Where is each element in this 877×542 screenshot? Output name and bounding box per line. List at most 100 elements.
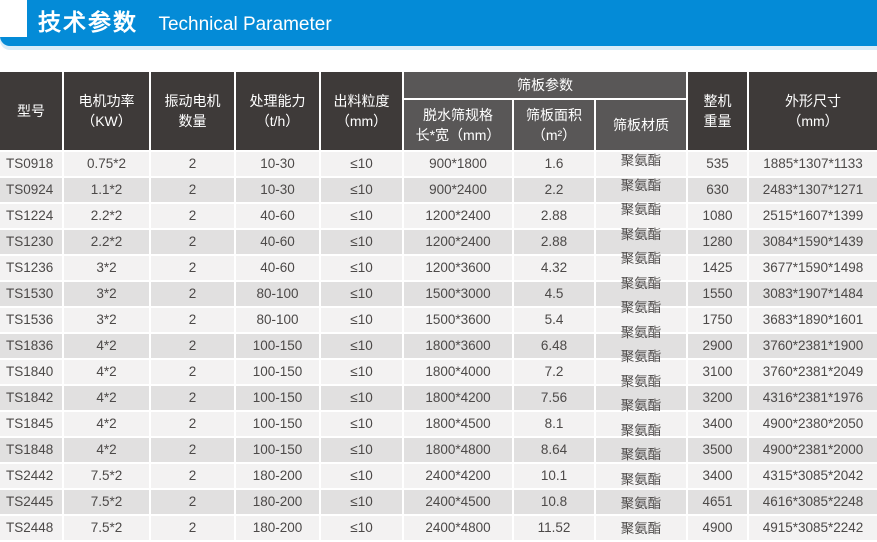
col-header-capacity: 处理能力 （t/h） bbox=[234, 72, 319, 150]
cell-weight: 4651 bbox=[686, 488, 748, 514]
cell-material bbox=[594, 436, 687, 462]
cell-dims: 2483*1307*1271 bbox=[747, 176, 877, 202]
cell-power: 4*2 bbox=[62, 410, 149, 436]
cell-area: 8.64 bbox=[512, 436, 594, 462]
cell-spec: 1800*4500 bbox=[402, 410, 512, 436]
cell-model: TS1224 bbox=[0, 202, 62, 228]
cell-dims: 3760*2381*1900 bbox=[747, 332, 877, 358]
cell-size: ≤10 bbox=[319, 384, 402, 410]
cell-capacity: 100-150 bbox=[234, 436, 319, 462]
cell-model: TS0918 bbox=[0, 150, 62, 176]
cell-capacity: 80-100 bbox=[234, 280, 319, 306]
cell-model: TS1530 bbox=[0, 280, 62, 306]
cell-size: ≤10 bbox=[319, 280, 402, 306]
cell-power: 3*2 bbox=[62, 254, 149, 280]
cell-area: 10.1 bbox=[512, 462, 594, 488]
cell-capacity: 40-60 bbox=[234, 202, 319, 228]
cell-dims: 2515*1607*1399 bbox=[747, 202, 877, 228]
cell-dims: 3084*1590*1439 bbox=[747, 228, 877, 254]
cell-power: 7.5*2 bbox=[62, 514, 149, 540]
cell-area: 4.32 bbox=[512, 254, 594, 280]
col-header-model: 型号 bbox=[0, 72, 62, 150]
col-header-machine-weight: 整机 重量 bbox=[686, 72, 748, 150]
cell-qty: 2 bbox=[149, 202, 234, 228]
cell-material bbox=[594, 410, 687, 436]
col-header-screen-material: 筛板材质 bbox=[594, 100, 687, 150]
table-row: TS2445 7.5*2 2 180-200 ≤10 2400*4500 10.8 4651 4… bbox=[0, 488, 877, 514]
cell-power: 2.2*2 bbox=[62, 228, 149, 254]
cell-model: TS1230 bbox=[0, 228, 62, 254]
cell-model: TS1840 bbox=[0, 358, 62, 384]
cell-power: 7.5*2 bbox=[62, 462, 149, 488]
cell-material bbox=[594, 228, 687, 254]
cell-dims: 4915*3085*2242 bbox=[747, 514, 877, 540]
table-row: TS1848 4*2 2 100-150 ≤10 1800*4800 8.64 3500 490… bbox=[0, 436, 877, 462]
cell-area: 2.88 bbox=[512, 202, 594, 228]
cell-weight: 535 bbox=[686, 150, 748, 176]
cell-area: 8.1 bbox=[512, 410, 594, 436]
cell-size: ≤10 bbox=[319, 228, 402, 254]
cell-power: 4*2 bbox=[62, 358, 149, 384]
col-header-screen-spec: 脱水筛规格 长*宽（mm） bbox=[402, 100, 512, 150]
cell-weight: 630 bbox=[686, 176, 748, 202]
cell-model: TS2442 bbox=[0, 462, 62, 488]
cell-model: TS2445 bbox=[0, 488, 62, 514]
cell-dims: 1885*1307*1133 bbox=[747, 150, 877, 176]
cell-capacity: 100-150 bbox=[234, 332, 319, 358]
cell-weight: 1550 bbox=[686, 280, 748, 306]
cell-capacity: 100-150 bbox=[234, 358, 319, 384]
table-row: TS2448 7.5*2 2 180-200 ≤10 2400*4800 11.52 4900… bbox=[0, 514, 877, 540]
table-row: TS1840 4*2 2 100-150 ≤10 1800*4000 7.2 3100 3760… bbox=[0, 358, 877, 384]
cell-size: ≤10 bbox=[319, 202, 402, 228]
cell-capacity: 40-60 bbox=[234, 228, 319, 254]
cell-qty: 2 bbox=[149, 254, 234, 280]
cell-area: 10.8 bbox=[512, 488, 594, 514]
col-header-output-size: 出料粒度 （mm） bbox=[319, 72, 402, 150]
cell-dims: 3683*1890*1601 bbox=[747, 306, 877, 332]
cell-dims: 3677*1590*1498 bbox=[747, 254, 877, 280]
cell-dims: 4316*2381*1976 bbox=[747, 384, 877, 410]
cell-capacity: 80-100 bbox=[234, 306, 319, 332]
cell-spec: 1800*4200 bbox=[402, 384, 512, 410]
table-row: TS1845 4*2 2 100-150 ≤10 1800*4500 8.1 3400 4900… bbox=[0, 410, 877, 436]
cell-dims: 4315*3085*2042 bbox=[747, 462, 877, 488]
table-row: TS1842 4*2 2 100-150 ≤10 1800*4200 7.56 3200 431… bbox=[0, 384, 877, 410]
cell-weight: 2900 bbox=[686, 332, 748, 358]
cell-area: 11.52 bbox=[512, 514, 594, 540]
cell-material bbox=[594, 280, 687, 306]
cell-model: TS1536 bbox=[0, 306, 62, 332]
cell-area: 4.5 bbox=[512, 280, 594, 306]
table-row: TS0918 0.75*2 2 10-30 ≤10 900*1800 1.6 535 1885*… bbox=[0, 150, 877, 176]
cell-capacity: 180-200 bbox=[234, 514, 319, 540]
cell-capacity: 10-30 bbox=[234, 150, 319, 176]
cell-material bbox=[594, 384, 687, 410]
title-bar-notch bbox=[0, 0, 27, 37]
cell-qty: 2 bbox=[149, 332, 234, 358]
cell-spec: 1500*3000 bbox=[402, 280, 512, 306]
cell-model: TS2448 bbox=[0, 514, 62, 540]
cell-qty: 2 bbox=[149, 358, 234, 384]
cell-weight: 3400 bbox=[686, 462, 748, 488]
cell-size: ≤10 bbox=[319, 306, 402, 332]
page-title-zh: 技术参数 bbox=[38, 9, 138, 35]
cell-area: 2.88 bbox=[512, 228, 594, 254]
col-header-screen-params-group: 筛板参数 bbox=[402, 72, 687, 100]
cell-weight: 3100 bbox=[686, 358, 748, 384]
cell-area: 1.6 bbox=[512, 150, 594, 176]
cell-size: ≤10 bbox=[319, 150, 402, 176]
cell-power: 3*2 bbox=[62, 280, 149, 306]
cell-size: ≤10 bbox=[319, 358, 402, 384]
cell-weight: 4900 bbox=[686, 514, 748, 540]
cell-qty: 2 bbox=[149, 384, 234, 410]
technical-parameter-table: 型号 电机功率 （KW） 振动电机 数量 处理能力 （t/h） 出料粒度 （mm… bbox=[0, 72, 877, 540]
cell-spec: 1800*3600 bbox=[402, 332, 512, 358]
cell-capacity: 180-200 bbox=[234, 462, 319, 488]
cell-dims: 4900*2380*2050 bbox=[747, 410, 877, 436]
cell-qty: 2 bbox=[149, 436, 234, 462]
cell-size: ≤10 bbox=[319, 254, 402, 280]
cell-material bbox=[594, 254, 687, 280]
table-row: TS1836 4*2 2 100-150 ≤10 1800*3600 6.48 2900 376… bbox=[0, 332, 877, 358]
cell-capacity: 40-60 bbox=[234, 254, 319, 280]
cell-area: 6.48 bbox=[512, 332, 594, 358]
